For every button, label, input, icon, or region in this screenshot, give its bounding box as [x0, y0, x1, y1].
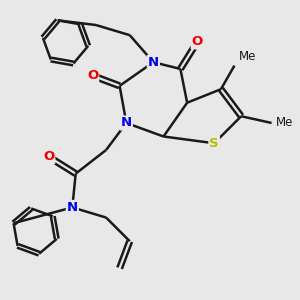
- Text: O: O: [192, 35, 203, 48]
- Text: S: S: [209, 137, 219, 150]
- Text: N: N: [67, 201, 78, 214]
- Text: O: O: [87, 69, 98, 82]
- Text: Me: Me: [238, 50, 256, 63]
- Text: Me: Me: [276, 116, 293, 130]
- Text: N: N: [121, 116, 132, 130]
- Text: O: O: [43, 150, 54, 163]
- Text: N: N: [148, 56, 159, 69]
